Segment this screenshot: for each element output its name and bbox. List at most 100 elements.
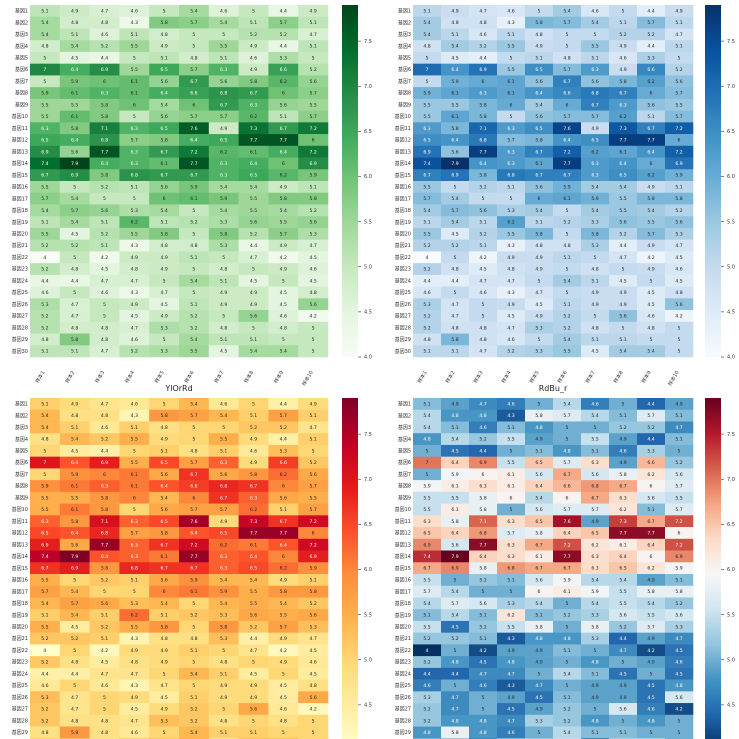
row-label: 基因30 bbox=[12, 348, 28, 355]
cell-value-label: 5.5 bbox=[131, 624, 138, 630]
cell-value-label: 5 bbox=[282, 278, 285, 284]
heatmap-cell bbox=[665, 679, 694, 692]
cell-value-label: 5.3 bbox=[160, 349, 167, 355]
cell-value-label: 6.6 bbox=[647, 460, 654, 466]
cell-value-label: 5.7 bbox=[280, 20, 287, 26]
heatmap-cell bbox=[268, 409, 299, 422]
heatmap-cell bbox=[637, 538, 666, 551]
cell-value-label: 5.2 bbox=[479, 577, 486, 583]
heatmap-cell bbox=[609, 204, 638, 217]
cell-value-label: 6 bbox=[163, 196, 166, 202]
heatmap-cell bbox=[637, 298, 666, 311]
colorbar-tick-label: 7.5 bbox=[727, 39, 735, 45]
heatmap-cell bbox=[441, 515, 470, 528]
cell-value-label: 5.4 bbox=[563, 337, 570, 343]
cell-value-label: 4.5 bbox=[101, 660, 108, 666]
heatmap-cell bbox=[208, 204, 239, 217]
heatmap-cell bbox=[553, 444, 582, 457]
row-label: 基因22 bbox=[12, 647, 28, 654]
cell-value-label: 4.2 bbox=[101, 648, 108, 654]
heatmap-cell bbox=[298, 28, 329, 41]
heatmap-cell bbox=[59, 75, 90, 88]
cell-value-label: 5.9 bbox=[423, 91, 430, 97]
heatmap-cell bbox=[179, 703, 210, 716]
heatmap-cell bbox=[609, 110, 638, 123]
heatmap-cell bbox=[637, 227, 666, 240]
heatmap-cell bbox=[298, 491, 329, 504]
cell-value-label: 4.8 bbox=[563, 636, 570, 642]
cell-value-label: 6.3 bbox=[591, 566, 598, 572]
row-label: 基因3 bbox=[398, 31, 411, 38]
heatmap-cell bbox=[553, 181, 582, 194]
cell-value-label: 5.7 bbox=[309, 484, 316, 490]
heatmap-cell bbox=[581, 145, 610, 158]
cell-value-label: 4.6 bbox=[131, 401, 138, 407]
cell-value-label: 5 bbox=[454, 648, 457, 654]
cell-value-label: 4.5 bbox=[507, 707, 514, 713]
heatmap-cell bbox=[30, 726, 61, 739]
cell-value-label: 5.7 bbox=[309, 91, 316, 97]
cell-value-label: 5.4 bbox=[591, 184, 598, 190]
heatmap-cell bbox=[238, 63, 269, 76]
heatmap-cell bbox=[30, 51, 61, 64]
heatmap-cell bbox=[441, 134, 470, 147]
heatmap-cell bbox=[30, 527, 61, 540]
heatmap-cell bbox=[441, 538, 470, 551]
cell-value-label: 5 bbox=[73, 648, 76, 654]
cell-value-label: 6.4 bbox=[647, 149, 654, 155]
cell-value-label: 4.5 bbox=[71, 624, 78, 630]
heatmap-cell bbox=[553, 421, 582, 434]
heatmap-cell bbox=[59, 286, 90, 299]
cell-value-label: 5.5 bbox=[220, 44, 227, 50]
cell-value-label: 4.6 bbox=[619, 448, 626, 454]
heatmap-cell bbox=[469, 679, 498, 692]
heatmap-cell bbox=[441, 597, 470, 610]
cell-value-label: 5.4 bbox=[71, 196, 78, 202]
cell-value-label: 6 bbox=[482, 472, 485, 478]
heatmap-cell bbox=[89, 433, 120, 446]
cell-value-label: 4.5 bbox=[479, 267, 486, 273]
heatmap-cell bbox=[609, 192, 638, 205]
cell-value-label: 5.1 bbox=[619, 730, 626, 736]
heatmap-cell bbox=[208, 274, 239, 287]
cell-value-label: 4.2 bbox=[675, 707, 682, 713]
cell-value-label: 7.1 bbox=[479, 519, 486, 525]
heatmap-cell bbox=[497, 409, 526, 422]
heatmap-cell bbox=[581, 28, 610, 41]
row-label: 基因27 bbox=[12, 313, 28, 320]
heatmap-cell bbox=[609, 714, 638, 727]
cell-value-label: 4.9 bbox=[647, 636, 654, 642]
heatmap-cell bbox=[149, 87, 180, 100]
row-label: 基因19 bbox=[395, 219, 411, 226]
cell-value-label: 6.5 bbox=[250, 566, 257, 572]
heatmap-cell bbox=[525, 286, 554, 299]
cell-value-label: 4.9 bbox=[675, 401, 682, 407]
cell-value-label: 7.7 bbox=[280, 531, 287, 537]
heatmap-cell bbox=[609, 239, 638, 252]
cell-value-label: 5.2 bbox=[41, 314, 48, 320]
heatmap-cell bbox=[469, 714, 498, 727]
heatmap-cell bbox=[149, 456, 180, 469]
cell-value-label: 5.1 bbox=[563, 302, 570, 308]
cell-value-label: 5.3 bbox=[535, 349, 542, 355]
cell-value-label: 5.5 bbox=[250, 208, 257, 214]
cell-value-label: 6.4 bbox=[190, 531, 197, 537]
heatmap-cell bbox=[637, 204, 666, 217]
heatmap-cell bbox=[609, 145, 638, 158]
cell-value-label: 5.8 bbox=[535, 138, 542, 144]
cell-value-label: 5 bbox=[678, 337, 681, 343]
cell-value-label: 5.1 bbox=[101, 220, 108, 226]
cell-value-label: 4.6 bbox=[101, 290, 108, 296]
cell-value-label: 5.6 bbox=[647, 102, 654, 108]
heatmap-cell bbox=[469, 345, 498, 358]
cell-value-label: 5.6 bbox=[160, 184, 167, 190]
cell-value-label: 6.4 bbox=[71, 67, 78, 73]
cell-value-label: 5 bbox=[43, 448, 46, 454]
heatmap-cell bbox=[581, 5, 610, 18]
cell-value-label: 6.7 bbox=[250, 91, 257, 97]
heatmap-cell bbox=[665, 321, 694, 334]
heatmap-cell bbox=[413, 251, 442, 264]
heatmap-cell bbox=[30, 298, 61, 311]
heatmap-cell bbox=[497, 398, 526, 411]
heatmap-cell bbox=[609, 216, 638, 229]
